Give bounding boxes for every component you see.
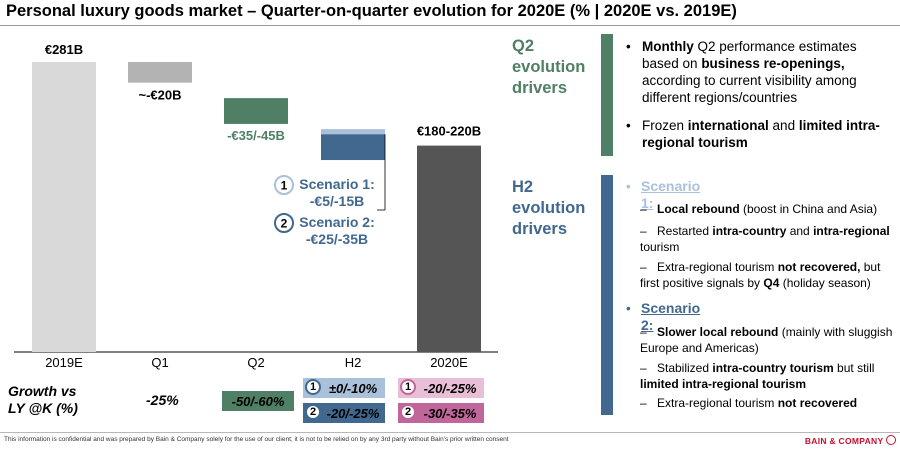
dash-marker: – [640, 260, 647, 274]
h2-scenario-1-value: -€5/-15B [310, 193, 364, 209]
dash-marker: – [640, 361, 647, 375]
q2-head-line1: Q2 [512, 37, 535, 55]
dash-marker: – [640, 396, 647, 410]
scenario2-item: – Extra-regional tourism not recovered [640, 396, 898, 412]
scenario1-item: – Restarted intra-country and intra-regio… [640, 224, 898, 255]
scenario2-item-text: Extra-regional tourism not recovered [657, 396, 858, 410]
bain-logo: BAIN & COMPANY [805, 435, 896, 446]
footer-divider [0, 432, 900, 433]
h2-head-line1: H2 [512, 178, 534, 196]
h2-scenario-2-title: Scenario 2: [299, 214, 374, 230]
q2-bullet-text: Monthly Q2 performance estimates based o… [642, 39, 857, 105]
bar-label-q2: -€35/-45B [227, 128, 285, 143]
h2-head-line3: drivers [512, 220, 568, 238]
scenario2-item: – Slower local rebound (mainly with slugg… [640, 325, 898, 356]
bar-h2-scenario1 [321, 129, 385, 135]
h2-scenario-1-circle [274, 175, 294, 195]
growth-fy-scenario1-badge: 1 -20/-25% [398, 378, 484, 398]
q2-drivers-bar [601, 34, 613, 156]
page-title: Personal luxury goods market – Quarter-o… [6, 2, 737, 20]
growth-q1: -25% [146, 392, 179, 408]
bullet-dot: • [626, 301, 631, 316]
h2-drivers-bar [601, 175, 613, 415]
bar-label-2019e: €281B [45, 42, 83, 57]
bullet-dot: • [626, 39, 631, 54]
waterfall-chart: €281B ~-€20B -€35/-45B €180-220B 2019E Q1 Q2 H2… [14, 42, 498, 370]
scenario1-title: Scenario 1: [641, 178, 701, 211]
scenario1-item-text: Restarted intra-country and intra-region… [640, 224, 890, 254]
bar-2020e [417, 145, 481, 352]
h2-drivers-heading: H2 evolution drivers [512, 177, 585, 240]
growth-h2-scenario1-badge: 1 ±0/-10% [303, 378, 385, 398]
h2-head-line2: evolution [512, 199, 586, 217]
growth-h2-scenario2-badge: 2 -20/-25% [303, 403, 385, 423]
bar-label-q1: ~-€20B [139, 88, 182, 103]
tick-label-2020e: 2020E [430, 355, 468, 370]
bar-q1 [128, 62, 192, 83]
scenario2-item-text: Slower local rebound (mainly with sluggi… [640, 325, 893, 355]
q2-head-line2: evolution [512, 58, 586, 76]
q2-bullet-item: • Frozen international and limited intra-… [626, 117, 896, 151]
scenario1-item-text: Local rebound (boost in China and Asia) [657, 202, 878, 216]
scenario2-item: – Stabilized intra-country tourism but st… [640, 361, 898, 392]
h2-scenario-1-title: Scenario 1: [299, 176, 374, 192]
h2-scenario-2-value: -€25/-35B [306, 231, 368, 247]
q2-drivers-heading: Q2 evolution drivers [512, 36, 585, 99]
h2-scenario-1-number: 1 [281, 179, 288, 193]
title-divider [0, 25, 900, 26]
tick-label-q1: Q1 [151, 355, 168, 370]
growth-h2-scenario1-badge-number: 1 [305, 379, 321, 395]
growth-fy-scenario2-badge: 2 -30/-35% [398, 403, 484, 423]
q2-head-line3: drivers [512, 79, 568, 97]
growth-q2-value: -50/-60% [231, 393, 285, 409]
scenario1-item: – Local rebound (boost in China and Asia) [640, 202, 898, 218]
growth-fy-scenario2-badge-value: -30/-35% [423, 405, 477, 421]
bullet-dot: • [626, 118, 631, 133]
growth-fy-scenario1-badge-number: 1 [400, 379, 416, 395]
scenario2-title: Scenario 2: [641, 300, 701, 333]
growth-label-line2: LY @K (%) [8, 400, 78, 416]
growth-label-line1: Growth vs [8, 383, 77, 399]
scenario1-item: – Extra-regional tourism not recovered, b… [640, 260, 898, 291]
growth-h2-scenario2-badge-value: -20/-25% [326, 405, 380, 421]
confidentiality-footer: This information is confidential and was… [4, 436, 509, 443]
tick-label-q2: Q2 [247, 355, 264, 370]
tick-label-h2: H2 [345, 355, 362, 370]
q2-bullet-text: Frozen international and limited intra-r… [642, 118, 880, 150]
dash-marker: – [640, 224, 647, 238]
bullet-dot: • [626, 179, 631, 194]
growth-h2-scenario2-badge-number: 2 [305, 404, 321, 420]
scenario1-item-text: Extra-regional tourism not recovered, bu… [640, 260, 881, 290]
bar-h2-scenario2 [321, 134, 385, 161]
h2-scenario-2-circle [274, 213, 294, 233]
dash-marker: – [640, 202, 647, 216]
growth-row-label: Growth vs LY @K (%) [8, 383, 78, 417]
growth-q2-badge: -50/-60% [222, 391, 294, 411]
bar-label-2020e: €180-220B [417, 124, 481, 139]
tick-label-2019e: 2019E [45, 355, 83, 370]
bar-2019e [32, 62, 96, 352]
h2-scenario-2-number: 2 [281, 217, 288, 231]
dash-marker: – [640, 325, 647, 339]
growth-fy-scenario1-badge-value: -20/-25% [423, 380, 477, 396]
growth-fy-scenario2-badge-number: 2 [400, 404, 416, 420]
bar-q2 [224, 98, 288, 124]
scenario2-item-text: Stabilized intra-country tourism but sti… [640, 361, 875, 391]
logo-circle-icon [886, 435, 896, 445]
logo-text: BAIN & COMPANY [804, 436, 884, 446]
q2-bullet-item: • Monthly Q2 performance estimates based … [626, 38, 896, 106]
growth-h2-scenario1-badge-value: ±0/-10% [328, 380, 378, 396]
